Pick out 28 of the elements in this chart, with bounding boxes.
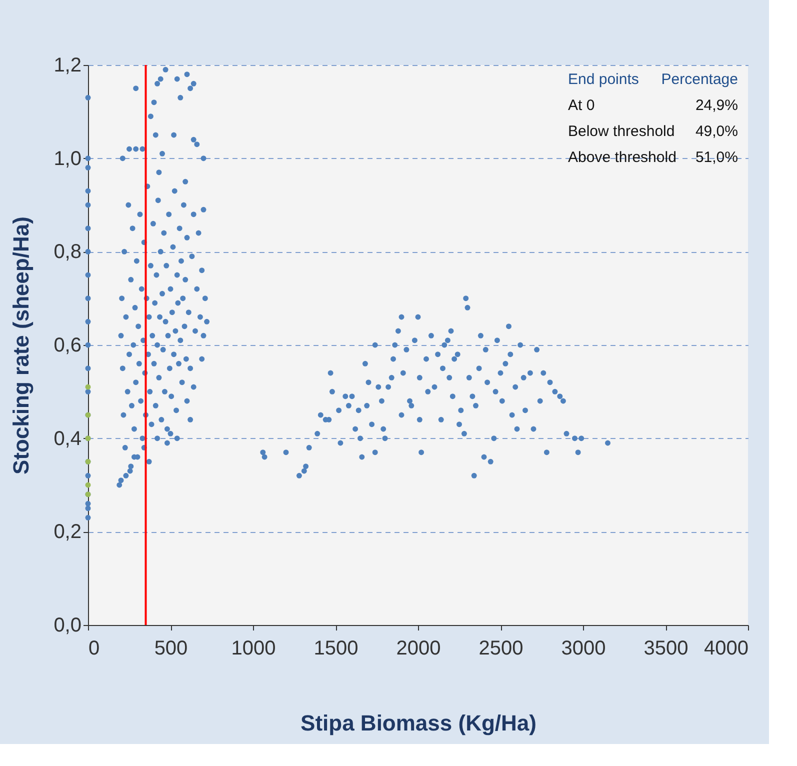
y-tick-label: 0,0	[54, 614, 82, 636]
annotation: End points	[568, 71, 639, 88]
annotation: At 0	[568, 97, 595, 114]
annotation: Percentage	[661, 71, 738, 88]
y-tick-label: 0,4	[54, 428, 82, 450]
y-axis-title: Stocking rate (sheep/Ha)	[8, 216, 34, 474]
y-tick-label: 1,2	[54, 54, 82, 76]
x-tick-label: 1500	[314, 638, 358, 660]
y-tick-label: 0,6	[54, 334, 82, 356]
x-tick-label: 1000	[231, 638, 276, 660]
x-tick-label: 2500	[478, 638, 524, 660]
x-tick-label: 500	[154, 638, 188, 660]
y-tick-label: 1,0	[54, 148, 82, 170]
x-tick-label: 2000	[396, 638, 441, 660]
x-axis-title: Stipa Biomass (Kg/Ha)	[300, 710, 536, 736]
point	[85, 384, 91, 390]
annotation: Below threshold	[568, 123, 675, 140]
x-tick-label: 4000	[704, 638, 748, 660]
y-tick-label: 0,2	[54, 521, 82, 544]
x-tick-label: 3500	[644, 638, 688, 660]
annotation: 49,0%	[695, 123, 738, 140]
y-tick-label: 0,8	[54, 241, 82, 264]
x-tick-label: 0	[88, 638, 100, 660]
point	[85, 482, 91, 488]
annotation: Above threshold	[568, 149, 676, 166]
x-tick-label: 3000	[561, 638, 606, 660]
annotation: 24,9%	[695, 97, 738, 114]
annotation: 51,0%	[695, 149, 738, 166]
